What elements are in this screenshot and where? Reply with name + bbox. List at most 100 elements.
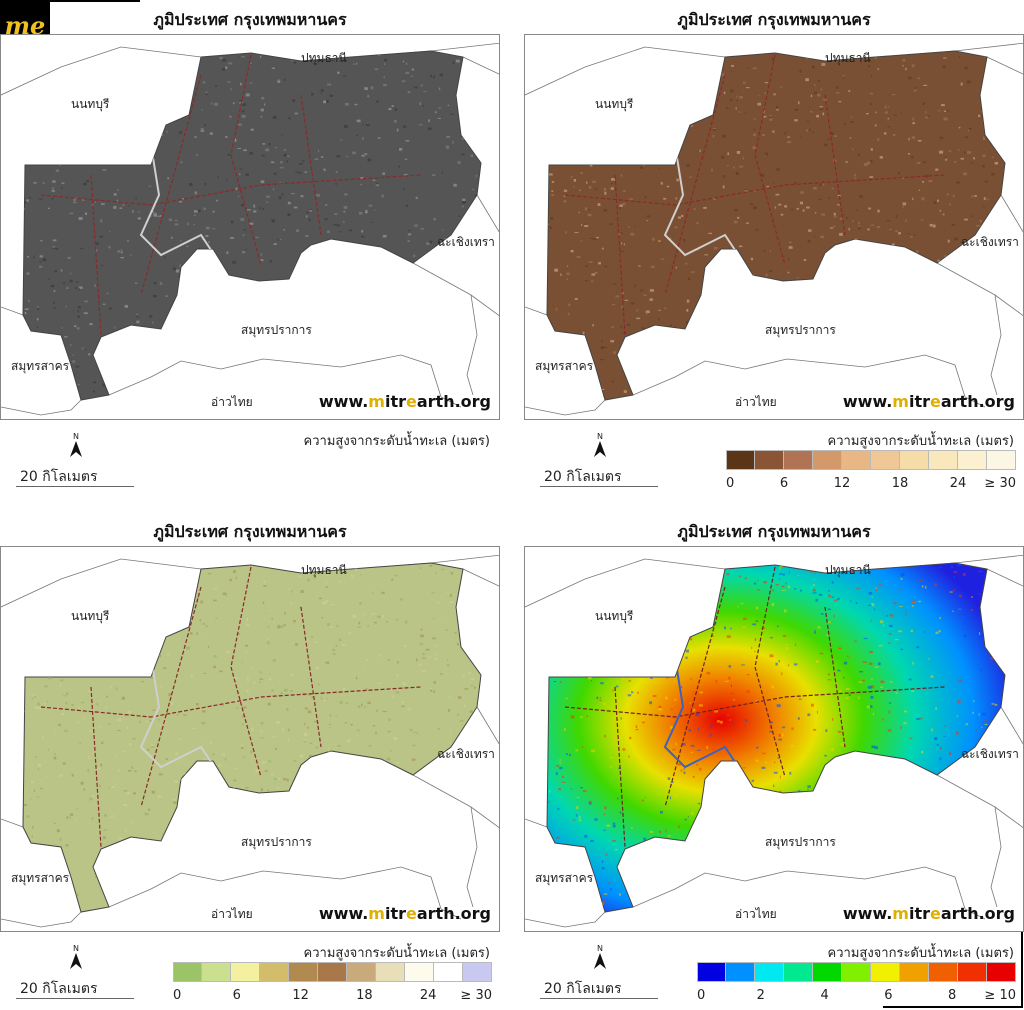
north-arrow-icon: N [68, 944, 84, 972]
chachoengsao-label: ฉะเชิงเทรา [961, 235, 1019, 249]
map-frame: ปทุมธานี นนทบุรี ฉะเชิงเทรา สมุทรปราการ สมุท… [0, 546, 500, 932]
legend-swatch [405, 962, 434, 982]
legend-swatch [929, 450, 958, 470]
website-watermark: www.mitrearth.org [318, 392, 491, 411]
legend-swatch [347, 962, 376, 982]
nonthaburi-label: นนทบุรี [595, 609, 634, 623]
legend-tick-label: 0 [697, 988, 706, 1003]
legend-title: ความสูงจากระดับน้ำทะเล (เมตร) [827, 434, 1014, 449]
map-title: ภูมิประเทศ กรุงเทพมหานคร [153, 522, 347, 541]
samut-sakhon-label: สมุทรสาคร [11, 359, 70, 373]
province-border [990, 294, 1002, 396]
legend-color-ramp [697, 962, 1016, 982]
chachoengsao-label: ฉะเชิงเทรา [437, 235, 495, 249]
legend-title: ความสูงจากระดับน้ำทะเล (เมตร) [303, 946, 490, 961]
north-arrow-icon: N [68, 432, 84, 460]
samut-prakan-label: สมุทรปราการ [241, 323, 312, 337]
map-canvas [1, 554, 499, 928]
legend-swatch [784, 450, 813, 470]
legend-tick-label: ≥ 30 [460, 988, 492, 1003]
road-line [90, 174, 102, 336]
map-canvas [525, 554, 1023, 928]
north-arrow-shape [594, 441, 606, 457]
legend-tick-label: 6 [232, 988, 241, 1003]
pathum-label: ปทุมธานี [301, 51, 347, 65]
legend-swatch [755, 450, 784, 470]
road-line [300, 94, 322, 236]
chachoengsao-label: ฉะเชิงเทรา [437, 747, 495, 761]
legend-swatch [231, 962, 260, 982]
legend-swatch [987, 450, 1016, 470]
road-line [564, 174, 946, 206]
legend-swatch [987, 962, 1016, 982]
scale-bar-label: 20 กิโลเมตร [544, 469, 622, 485]
province-border [936, 774, 1023, 829]
legend-tick-label: 12 [833, 476, 851, 491]
gulf-of-thailand-label: อ่าวไทย [211, 907, 253, 921]
legend-swatch [784, 962, 813, 982]
province-border [108, 866, 462, 920]
samut-prakan-label: สมุทรปราการ [241, 835, 312, 849]
province-border [632, 354, 986, 408]
map-title: ภูมิประเทศ กรุงเทพมหานคร [677, 10, 871, 29]
map-frame: ปทุมธานี นนทบุรี ฉะเชิงเทรา สมุทรปราการ สมุท… [0, 34, 500, 420]
legend-swatch [697, 962, 726, 982]
legend-title: ความสูงจากระดับน้ำทะเล (เมตร) [827, 946, 1014, 961]
road-line [230, 566, 262, 778]
province-border [525, 558, 726, 608]
legend-title: ความสูงจากระดับน้ำทะเล (เมตร) [303, 434, 490, 449]
scale-bar [540, 486, 658, 487]
north-label: N [73, 944, 79, 953]
province-border [1, 818, 24, 828]
province-border [525, 911, 606, 928]
legend-color-ramp [173, 962, 492, 982]
province-border [1, 399, 82, 416]
legend-tick-label: 24 [419, 988, 437, 1003]
map-frame: ปทุมธานี นนทบุรี ฉะเชิงเทรา สมุทรปราการ สมุท… [524, 34, 1024, 420]
legend-swatch [842, 450, 871, 470]
scale-bar [16, 486, 134, 487]
map-canvas [1, 42, 499, 416]
province-border [632, 866, 986, 920]
map-frame: ปทุมธานี นนทบุรี ฉะเชิงเทรา สมุทรปราการ สมุท… [524, 546, 1024, 932]
road-line [824, 94, 846, 236]
road-line [300, 606, 322, 748]
road-line [754, 566, 786, 778]
province-border [108, 354, 462, 408]
legend-tick-label: 0 [726, 476, 735, 491]
website-watermark: www.mitrearth.org [842, 904, 1015, 923]
legend-swatch [755, 962, 784, 982]
corner-frame-bottom [883, 1006, 1023, 1008]
province-border [986, 56, 1023, 75]
province-border [1000, 194, 1023, 233]
road-line [230, 54, 262, 266]
province-border [476, 194, 499, 233]
road-line [664, 74, 726, 296]
legend-ticks: 0 6 12 18 24 ≥ 30 [173, 988, 492, 1004]
province-border [476, 706, 499, 745]
province-border [462, 56, 499, 75]
legend-swatch [318, 962, 347, 982]
gulf-of-thailand-label: อ่าวไทย [735, 907, 777, 921]
legend-swatch [173, 962, 202, 982]
bangkok-terrain-area [22, 50, 482, 401]
legend-swatch [813, 450, 842, 470]
pathum-label: ปทุมธานี [825, 563, 871, 577]
road-line [140, 586, 202, 808]
map-title: ภูมิประเทศ กรุงเทพมหานคร [677, 522, 871, 541]
province-border [986, 568, 1023, 587]
province-border [990, 806, 1002, 908]
scale-bar [16, 998, 134, 999]
legend-swatch [958, 450, 987, 470]
road-line [40, 174, 422, 206]
province-border [462, 568, 499, 587]
bangkok-terrain-area [546, 562, 1006, 913]
samut-sakhon-label: สมุทรสาคร [535, 359, 594, 373]
nonthaburi-label: นนทบุรี [71, 609, 110, 623]
legend-swatch [434, 962, 463, 982]
samut-sakhon-label: สมุทรสาคร [535, 871, 594, 885]
legend-swatch [871, 962, 900, 982]
website-watermark: www.mitrearth.org [842, 392, 1015, 411]
nonthaburi-label: นนทบุรี [595, 97, 634, 111]
legend-color-ramp [726, 450, 1016, 470]
